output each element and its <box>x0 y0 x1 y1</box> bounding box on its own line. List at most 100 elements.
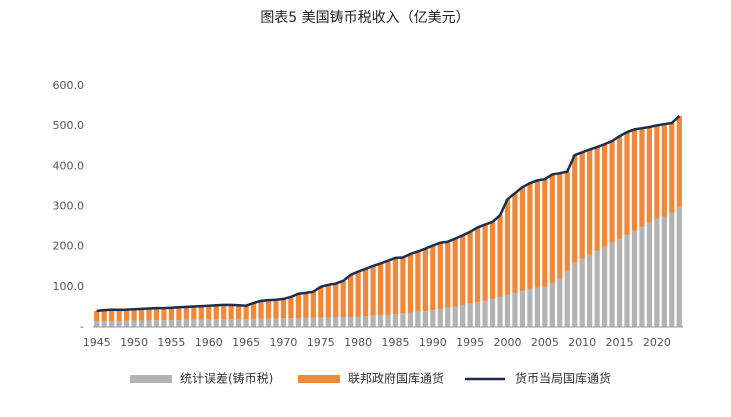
bar-segment <box>288 296 294 319</box>
y-tick-label: 500.0 <box>53 119 85 132</box>
bar-segment <box>579 152 585 259</box>
x-tick-label: 1985 <box>381 336 409 349</box>
bar-segment <box>609 242 615 327</box>
bar-segment <box>415 311 421 327</box>
bar-segment <box>646 222 653 327</box>
bar-segment <box>542 179 548 287</box>
bar-segment <box>228 318 234 327</box>
bar-segment <box>639 128 645 227</box>
x-tick-label: 1980 <box>344 336 372 349</box>
bar-segment <box>519 187 526 291</box>
bar-segment <box>280 318 287 327</box>
bar-segment <box>557 278 563 327</box>
bar-segment <box>176 307 182 321</box>
bar-segment <box>542 286 548 327</box>
bar-segment <box>206 305 212 320</box>
bar-segment <box>116 309 122 321</box>
bar-segment <box>430 245 436 311</box>
bar-segment <box>534 180 540 288</box>
bar-segment <box>243 305 249 319</box>
bar-segment <box>654 218 660 327</box>
bar-segment <box>557 173 563 279</box>
bar-segment <box>392 314 399 327</box>
bar-segment <box>221 319 227 327</box>
bar-segment <box>318 317 324 327</box>
bar-segment <box>377 263 384 316</box>
bar-segment <box>310 317 316 327</box>
bar-segment <box>243 318 249 327</box>
bar-segment <box>325 284 331 318</box>
legend-label: 货币当局国库通货 <box>515 371 611 386</box>
y-tick-label: 400.0 <box>53 159 85 172</box>
bar-segment <box>437 308 443 327</box>
bar-segment <box>564 270 570 327</box>
bar-segment <box>213 305 219 320</box>
bar-segment <box>138 308 145 321</box>
bar-segment <box>250 318 257 327</box>
bar-segment <box>452 238 458 307</box>
bar-segment <box>489 298 496 327</box>
bar-segment <box>348 274 354 317</box>
bar-segment <box>94 320 100 327</box>
bar-segment <box>153 308 160 321</box>
bar-segment <box>415 251 421 312</box>
bar-segment <box>161 308 167 321</box>
x-tick-label: 2015 <box>606 336 634 349</box>
bar-segment <box>392 257 399 315</box>
bar-segment <box>198 319 204 327</box>
y-tick-label: - <box>80 320 84 333</box>
bar-segment <box>452 306 458 327</box>
bar-segment <box>407 253 414 313</box>
bar-segment <box>572 262 578 327</box>
bar-segment <box>564 171 570 271</box>
bar-segment <box>601 246 608 327</box>
bar-segment <box>109 309 115 321</box>
bar-segment <box>116 320 122 327</box>
bar-segment <box>265 318 272 327</box>
bar-segment <box>228 304 234 319</box>
bar-segment <box>430 310 436 327</box>
bar-segment <box>333 317 339 327</box>
chart-title: 图表5 美国铸币税收入（亿美元） <box>260 10 469 26</box>
bar-segment <box>616 238 623 327</box>
bar-segment <box>362 268 369 317</box>
bar-segment <box>661 216 667 327</box>
bar-segment <box>572 155 578 263</box>
bar-segment <box>534 287 540 327</box>
bar-segment <box>400 313 406 327</box>
bar-segment <box>616 136 623 239</box>
x-tick-label: 2005 <box>531 336 559 349</box>
bar-segment <box>176 320 182 327</box>
bar-segment <box>221 304 227 320</box>
bar-segment <box>273 299 279 319</box>
bar-segment <box>482 224 488 301</box>
bar-segment <box>273 318 279 327</box>
bar-segment <box>624 234 630 327</box>
bar-segment <box>639 226 645 327</box>
bar-segment <box>131 320 137 327</box>
bar-segment <box>475 227 481 303</box>
y-tick-label: 600.0 <box>53 79 85 92</box>
bar-segment <box>579 258 585 327</box>
bar-segment <box>631 129 638 231</box>
bar-segment <box>340 280 346 317</box>
bar-segment <box>206 319 212 327</box>
x-tick-label: 2020 <box>643 336 671 349</box>
bar-segment <box>646 126 653 223</box>
bar-segment <box>467 231 473 304</box>
bar-segment <box>258 300 264 319</box>
bar-segment <box>489 221 496 299</box>
y-tick-label: 300.0 <box>53 200 85 213</box>
bar-segment <box>123 320 130 327</box>
bar-segment <box>303 292 309 318</box>
bar-segment <box>250 302 257 319</box>
bar-segment <box>497 215 503 297</box>
bar-segment <box>549 174 555 283</box>
bar-segment <box>280 298 287 319</box>
bar-segment <box>258 318 264 327</box>
bar-segment <box>295 293 301 319</box>
bar-segment <box>325 317 331 327</box>
bar-segment <box>587 149 593 255</box>
x-tick-label: 1945 <box>83 336 111 349</box>
bar-segment <box>676 206 682 327</box>
